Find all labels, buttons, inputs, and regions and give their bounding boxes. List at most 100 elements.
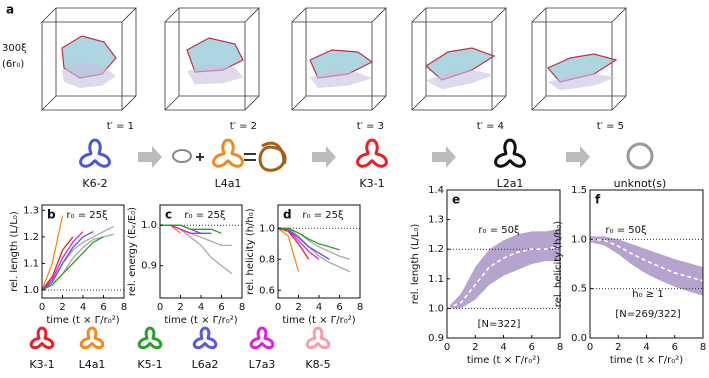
vortex-render (547, 53, 618, 91)
annotation: r₀ = 25ξ (184, 210, 225, 221)
vortex-shadow (187, 64, 243, 85)
y-tick-label: 0.9 (141, 261, 157, 272)
vortex-render (425, 47, 496, 90)
vortex-render (61, 35, 117, 88)
scale-sub: (6r₀) (2, 59, 24, 70)
y-tick-label: 1.0 (23, 285, 39, 296)
y-tick-label: 1.3 (428, 215, 444, 226)
y-axis-label: rel. length (L/L₀) (410, 224, 421, 305)
x-tick-label: 2 (472, 342, 478, 353)
annotation: [N=322] (478, 319, 521, 330)
x-tick-label: 0 (157, 302, 163, 313)
y-tick-label: 1.4 (428, 185, 444, 196)
y-tick-label: 1.5 (571, 185, 587, 196)
time-label: t′ = 5 (597, 121, 624, 132)
y-tick-label: 0.8 (259, 254, 275, 265)
box-frame (411, 7, 507, 111)
vortex-render (186, 37, 244, 85)
x-tick-label: 6 (672, 342, 678, 353)
panel-label: b (47, 208, 56, 222)
time-label: t′ = 3 (357, 121, 384, 132)
knot-label: K6-2 (82, 177, 107, 190)
series-line (277, 227, 330, 260)
vortex-shadow (62, 62, 116, 88)
knot (356, 138, 388, 168)
box-frame (531, 7, 627, 111)
x-tick-label: 6 (218, 302, 224, 313)
x-tick-label: 2 (295, 302, 301, 313)
annotation: [N=269/322] (615, 309, 680, 320)
y-tick-label: 0.0 (571, 333, 587, 344)
series-line (41, 231, 84, 291)
y-axis-label: rel. energy (Eᵥ/E₀) (127, 207, 138, 296)
x-tick-label: 6 (100, 302, 106, 313)
series-line (41, 215, 64, 291)
knot-operators (196, 153, 256, 161)
x-tick-label: 4 (198, 302, 204, 313)
legend-label: L7a3 (249, 358, 276, 371)
knot (212, 138, 244, 168)
x-tick-label: 0 (39, 302, 45, 313)
x-tick-label: 0 (444, 342, 450, 353)
small-loop (172, 149, 192, 163)
annotation: r₀ = 25ξ (302, 210, 343, 221)
time-label: t′ = 1 (107, 121, 134, 132)
x-tick-label: 0 (587, 342, 593, 353)
panel-label: c (165, 208, 172, 222)
y-tick-label: 1.3 (23, 205, 39, 216)
vortex-render (309, 49, 374, 88)
x-tick-label: 8 (700, 342, 706, 353)
legend-knot (305, 326, 331, 350)
y-tick-label: 1.0 (141, 220, 157, 231)
x-tick-label: 4 (80, 302, 86, 313)
legend-knot (79, 326, 105, 350)
series-line (277, 227, 300, 272)
y-tick-label: 0.9 (428, 333, 444, 344)
knot-label: L2a1 (497, 177, 524, 190)
vortex-shadow (548, 73, 616, 91)
x-tick-label: 6 (336, 302, 342, 313)
y-tick-label: 0.5 (571, 284, 587, 295)
legend-knot (249, 326, 275, 350)
legend-knot (192, 326, 218, 350)
x-axis-label: time (t × Γ/r₀²) (282, 315, 355, 326)
y-axis-label: rel. helicity (h/h₀) (553, 221, 564, 307)
panel-label: e (452, 193, 460, 207)
y-axis-label: rel. helicity (h/h₀) (245, 208, 256, 294)
density-band (447, 228, 560, 309)
x-tick-label: 2 (59, 302, 65, 313)
knot (626, 142, 654, 170)
merged-knot (258, 141, 287, 172)
x-tick-label: 6 (529, 342, 535, 353)
y-axis-label: rel. length (L/L₀) (9, 211, 20, 292)
panel-label: f (595, 193, 601, 207)
x-tick-label: 4 (643, 342, 649, 353)
x-tick-label: 8 (121, 302, 127, 313)
x-tick-label: 8 (357, 302, 363, 313)
annotation: r₀ = 50ξ (605, 225, 646, 236)
box-frame (164, 7, 260, 111)
x-axis-label: time (t × Γ/r₀²) (46, 315, 119, 326)
knot (494, 138, 526, 168)
x-tick-label: 2 (615, 342, 621, 353)
series-line (160, 224, 222, 234)
mean-line (446, 245, 561, 310)
series-line (41, 236, 104, 291)
box-frame (291, 7, 387, 111)
box-frame (41, 7, 137, 111)
panel-label: a (6, 3, 14, 17)
knot-label: L4a1 (215, 177, 242, 190)
x-axis-label: time (t × Γ/r₀²) (610, 355, 683, 366)
mean-line (589, 238, 704, 282)
series-line (278, 227, 340, 251)
vortex-shadow (310, 71, 372, 88)
time-label: t′ = 4 (477, 121, 504, 132)
annotation: r₀ = 25ξ (66, 210, 107, 221)
x-tick-label: 4 (500, 342, 506, 353)
annotation: r₀ = 50ξ (478, 225, 519, 236)
x-tick-label: 8 (239, 302, 245, 313)
series-line (277, 227, 310, 260)
legend-knot (137, 326, 163, 350)
x-tick-label: 4 (316, 302, 322, 313)
